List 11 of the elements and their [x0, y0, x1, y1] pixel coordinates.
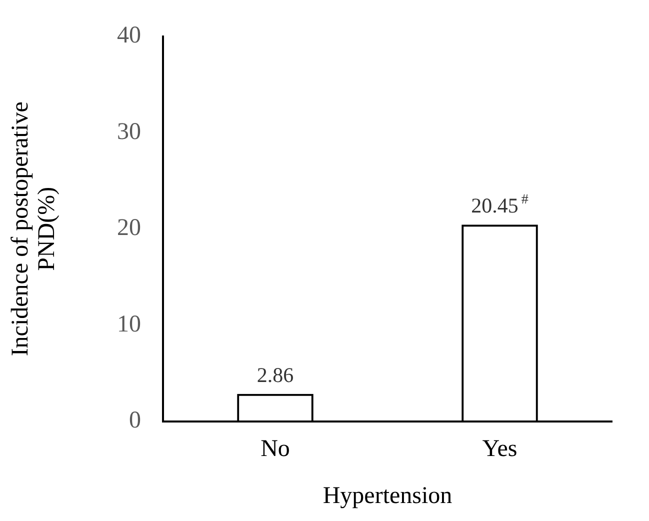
- y-tick-label: 20: [117, 215, 141, 242]
- y-axis-title: Incidence of postoperative PND(%): [7, 102, 60, 356]
- x-axis-title: Hypertension: [322, 482, 452, 509]
- y-tick-label: 40: [117, 22, 141, 49]
- x-tick-label: Yes: [482, 436, 518, 462]
- y-tick-label: 0: [129, 408, 141, 434]
- data-label: 2.86: [256, 362, 294, 387]
- data-label: 20.45#: [471, 192, 528, 218]
- y-tick-label: 30: [117, 118, 141, 145]
- y-tick-label: 10: [117, 311, 141, 338]
- x-tick-label: No: [260, 436, 290, 462]
